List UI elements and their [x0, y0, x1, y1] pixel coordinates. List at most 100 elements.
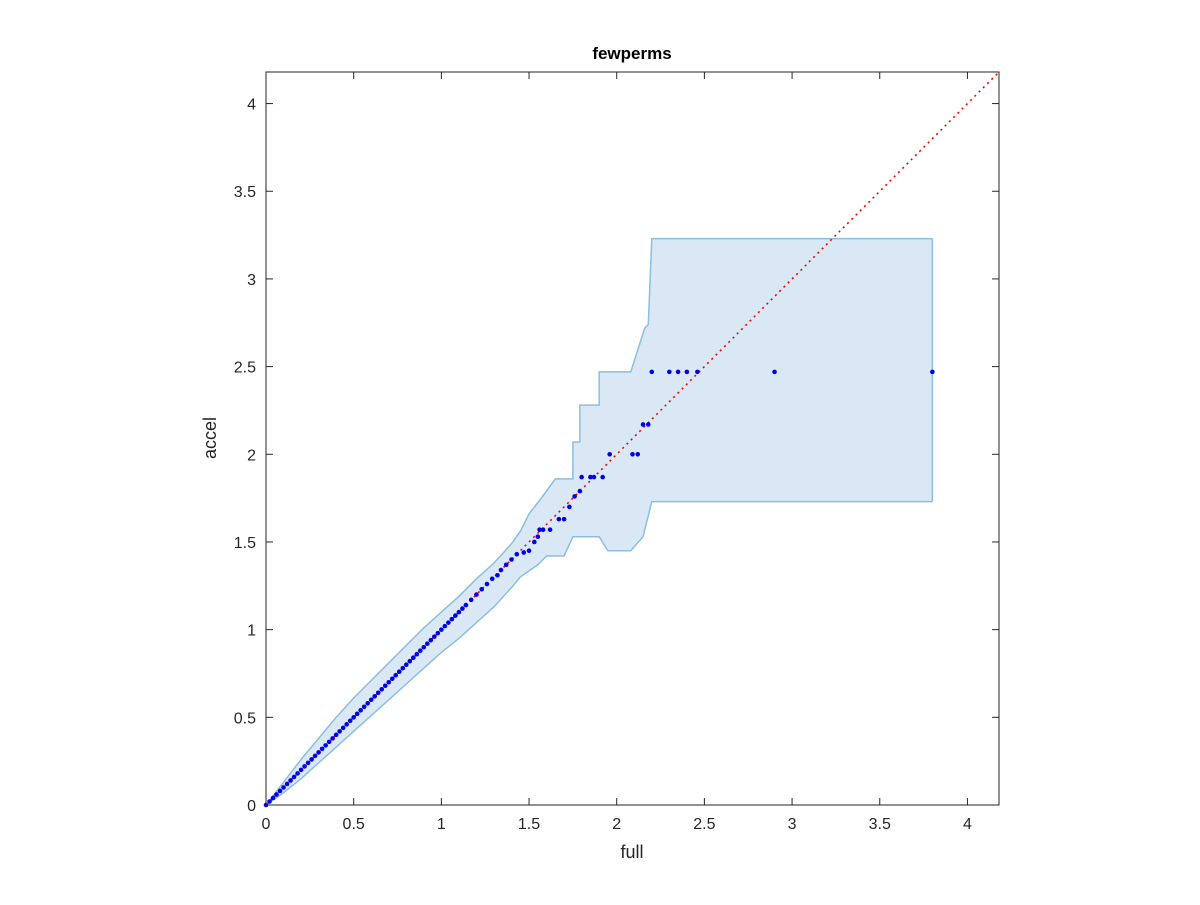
- data-point: [298, 767, 304, 773]
- data-point: [484, 581, 490, 587]
- data-point: [354, 711, 360, 717]
- data-point: [323, 743, 328, 748]
- data-point: [640, 422, 646, 427]
- plot-frame: [265, 71, 1000, 806]
- data-point: [326, 739, 332, 745]
- band-fill: [266, 238, 933, 805]
- x-tick-label: 1.5: [518, 816, 540, 833]
- data-point: [514, 551, 520, 557]
- data-point: [772, 369, 777, 375]
- data-point: [361, 704, 367, 710]
- x-tick-label: 2.5: [693, 816, 715, 833]
- data-point: [577, 488, 583, 494]
- x-ticks: 0 0.5 1 1.5 2 2.5 3 3.5 4: [262, 72, 972, 833]
- data-point: [389, 676, 395, 682]
- data-point: [649, 369, 655, 375]
- data-points: [263, 369, 935, 808]
- data-point: [270, 795, 276, 801]
- data-point: [695, 369, 700, 375]
- data-point: [312, 753, 318, 759]
- data-point: [425, 641, 430, 646]
- data-point: [421, 644, 427, 650]
- y-tick-label: 4: [247, 97, 256, 114]
- data-point: [396, 669, 402, 675]
- data-point: [439, 627, 444, 632]
- data-point: [556, 516, 562, 522]
- y-tick-label: 0.5: [234, 710, 256, 727]
- data-point: [460, 606, 465, 611]
- x-tick-label: 0.5: [343, 816, 365, 833]
- data-point: [302, 764, 307, 769]
- data-point: [319, 746, 325, 752]
- data-point: [379, 686, 385, 692]
- data-point: [382, 683, 388, 689]
- data-point: [351, 715, 356, 720]
- data-point: [407, 658, 413, 664]
- x-tick-label: 3: [788, 816, 797, 833]
- data-point: [495, 572, 500, 578]
- data-point: [337, 729, 342, 734]
- data-point: [403, 662, 409, 668]
- data-point: [453, 613, 458, 618]
- data-point: [503, 562, 509, 568]
- data-point: [645, 422, 651, 427]
- data-point: [607, 451, 613, 457]
- data-point: [474, 592, 479, 597]
- data-point: [288, 778, 293, 783]
- data-point: [305, 760, 311, 766]
- data-point: [600, 474, 605, 480]
- data-point: [547, 527, 553, 532]
- data-point: [509, 557, 514, 562]
- data-point: [930, 369, 935, 375]
- y-tick-label: 3.5: [234, 184, 256, 201]
- data-point: [330, 736, 335, 741]
- data-point: [284, 781, 290, 787]
- data-point: [526, 548, 532, 554]
- data-point: [456, 609, 462, 615]
- data-point: [386, 679, 392, 685]
- y-tick-label: 2: [247, 447, 256, 464]
- data-point: [630, 451, 635, 457]
- data-point: [535, 534, 541, 540]
- y-ticks: 0 0.5 1 1.5 2 2.5 3 3.5 4: [234, 97, 999, 815]
- x-tick-label: 1: [437, 816, 446, 833]
- data-point: [344, 722, 349, 727]
- data-point: [400, 665, 406, 671]
- data-point: [372, 693, 378, 699]
- data-point: [540, 527, 546, 532]
- data-point: [489, 576, 495, 582]
- data-point: [684, 369, 690, 375]
- data-point: [635, 451, 641, 457]
- y-tick-label: 2.5: [234, 360, 256, 377]
- data-point: [309, 757, 314, 762]
- data-point: [449, 616, 455, 622]
- data-point: [267, 799, 272, 804]
- data-point: [579, 474, 584, 480]
- data-point: [667, 369, 672, 375]
- data-point: [435, 630, 441, 636]
- data-point: [281, 785, 286, 790]
- data-point: [333, 732, 339, 738]
- data-point: [561, 516, 567, 522]
- y-tick-label: 1.5: [234, 535, 256, 552]
- data-point: [432, 634, 437, 639]
- band-lower-edge: [265, 500, 933, 806]
- data-point: [588, 474, 593, 480]
- x-tick-label: 3.5: [869, 816, 891, 833]
- y-tick-label: 1: [247, 623, 256, 640]
- data-point: [347, 718, 353, 724]
- data-point: [358, 708, 363, 713]
- y-tick-label: 3: [247, 272, 256, 289]
- data-point: [393, 672, 399, 678]
- x-tick-label: 4: [963, 816, 972, 833]
- data-point: [411, 655, 416, 660]
- data-point: [537, 527, 542, 532]
- data-point: [428, 637, 434, 643]
- x-tick-label: 2: [612, 816, 621, 833]
- data-point: [365, 700, 371, 706]
- data-point: [463, 602, 469, 608]
- data-point: [446, 620, 451, 625]
- x-tick-label: 0: [262, 816, 271, 833]
